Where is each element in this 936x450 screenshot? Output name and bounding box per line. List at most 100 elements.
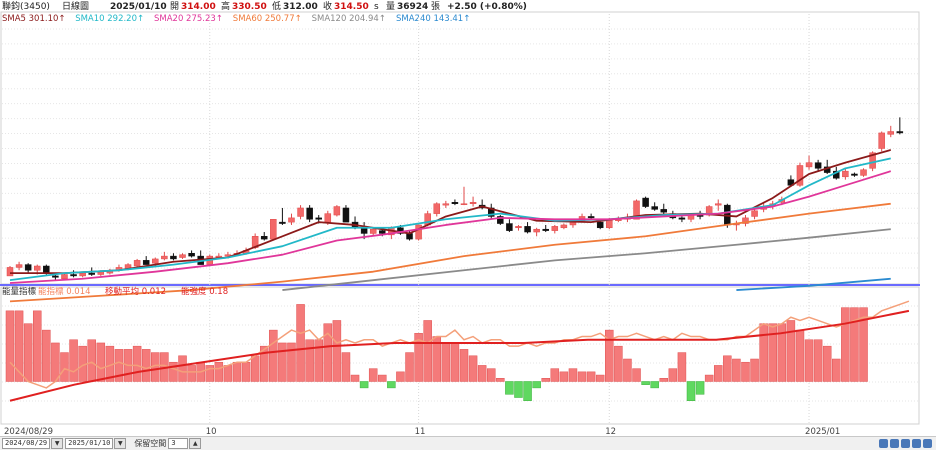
indicator-bar [132, 345, 142, 382]
indicator-panel-title: 能量指標 [2, 286, 37, 297]
indicator-bar [250, 355, 260, 382]
candle [297, 205, 304, 220]
indicator-legend: 能量指標 能指標 0.014 移動平均 0.012 能強度 0.18 [2, 286, 228, 297]
x-tick-label: 12 [605, 427, 616, 436]
indicator-bar [214, 361, 224, 382]
indicator-lines [9, 300, 910, 402]
end-date-field[interactable]: 2025/01/10 [65, 438, 114, 449]
candle-body [142, 260, 150, 265]
indicator-bar [486, 368, 496, 382]
indicator-bar [378, 374, 387, 382]
candle-body [642, 197, 649, 207]
candle [270, 219, 277, 241]
indicator-bars [5, 304, 868, 401]
indicator-bar [232, 361, 242, 382]
candle-body [814, 162, 822, 169]
header-high: 330.50 [232, 2, 267, 12]
candle [415, 224, 422, 241]
end-date-dropdown-icon[interactable]: ▼ [114, 438, 127, 449]
ma-legend-item: SMA20 275.23↑ [154, 14, 223, 24]
candle-body [270, 219, 277, 240]
x-tick-label: 11 [415, 427, 426, 436]
candle [6, 266, 14, 277]
start-date-dropdown-icon[interactable]: ▼ [51, 438, 64, 449]
candle-body [533, 228, 540, 233]
header-period: 日線圖 [62, 0, 89, 12]
indicator-bar [359, 381, 369, 389]
indicator-bar [459, 349, 469, 382]
x-tick-label: 10 [206, 427, 217, 436]
candle-body [33, 265, 41, 271]
start-date-field[interactable]: 2024/08/29 [2, 438, 51, 449]
candles [6, 117, 904, 281]
indicator-bar [804, 339, 814, 382]
header-symbol: 聯鈞(3450) [2, 0, 50, 12]
indicator-bar [5, 310, 15, 382]
indicator-bar [178, 355, 187, 382]
indicator-bar [559, 371, 569, 382]
candle [506, 219, 513, 233]
indicator-bar [114, 349, 124, 382]
candle-body [460, 203, 468, 205]
indicator-bar [577, 371, 587, 382]
candle-body [170, 255, 177, 260]
candle [651, 202, 658, 211]
indicator-bar [723, 355, 732, 382]
candle [306, 205, 313, 223]
indicator-bar [677, 352, 687, 382]
ma-legend-item: SMA5 301.10↑ [2, 14, 66, 24]
candle-body [596, 221, 604, 229]
candle-body [133, 260, 141, 267]
candle [487, 203, 495, 220]
chart-svg[interactable]: 聯鈞(3450) 日線圖 2025/01/10 開 314.00 高 330.5… [0, 0, 936, 437]
indicator-bar [60, 352, 69, 382]
candle [751, 207, 758, 220]
candle-body [878, 132, 885, 149]
candle-body [442, 203, 450, 206]
candle-body [279, 221, 286, 224]
scroll-left-icon[interactable] [901, 439, 910, 448]
indicator-index-line [9, 300, 910, 389]
candle-body [560, 224, 568, 229]
candle-body [515, 226, 522, 229]
indicator-bar [23, 323, 33, 382]
candle-body [487, 207, 495, 217]
indicator-bar [786, 320, 796, 382]
toolbar-icons [879, 439, 936, 448]
price-panel[interactable] [0, 11, 920, 285]
zoom-in-icon[interactable] [890, 439, 899, 448]
ma-legend-item: SMA60 250.77↑ [233, 14, 302, 24]
zoom-out-icon[interactable] [879, 439, 888, 448]
indicator-bar [32, 310, 42, 382]
candle [587, 213, 595, 220]
candle [142, 256, 150, 265]
candle-body [469, 202, 477, 204]
header-date: 2025/01/10 [110, 2, 167, 12]
candle [451, 199, 459, 206]
candle-body [869, 152, 876, 169]
keep-space-input[interactable]: 3 [168, 438, 189, 449]
ma-line-sma5 [10, 149, 892, 274]
candle [70, 270, 77, 278]
indicator-bar [305, 339, 314, 382]
candle [560, 223, 568, 230]
candle-body [161, 255, 168, 260]
candle-body [433, 203, 441, 214]
indicator-bar [741, 361, 750, 382]
fullscreen-icon[interactable] [923, 439, 932, 448]
candle [660, 203, 668, 216]
candle-body [306, 207, 313, 220]
scroll-right-icon[interactable] [912, 439, 921, 448]
indicator-bar [795, 329, 805, 382]
indicator-bar [51, 342, 60, 382]
keep-space-stepper-icon[interactable]: ▲ [189, 438, 202, 449]
indicator-bar [532, 381, 541, 389]
indicator-bar [341, 352, 351, 382]
indicator-bar [768, 323, 777, 382]
indicator-bar [223, 365, 233, 382]
candle [842, 168, 849, 180]
indicator-bar [695, 381, 705, 395]
ma-line-sma120 [282, 228, 891, 291]
indicator-panel[interactable] [0, 286, 920, 425]
